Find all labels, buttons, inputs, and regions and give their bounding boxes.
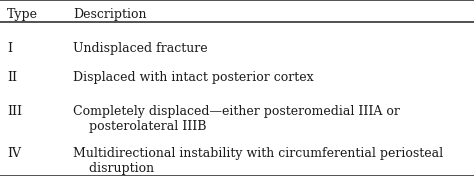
Text: I: I bbox=[7, 42, 12, 55]
Text: IV: IV bbox=[7, 147, 21, 160]
Text: Displaced with intact posterior cortex: Displaced with intact posterior cortex bbox=[73, 71, 314, 84]
Text: III: III bbox=[7, 105, 22, 118]
Text: Multidirectional instability with circumferential periosteal
    disruption: Multidirectional instability with circum… bbox=[73, 147, 444, 175]
Text: Completely displaced—either posteromedial IIIA or
    posterolateral IIIB: Completely displaced—either posteromedia… bbox=[73, 105, 401, 133]
Text: Undisplaced fracture: Undisplaced fracture bbox=[73, 42, 208, 55]
Text: Description: Description bbox=[73, 8, 147, 21]
Text: Type: Type bbox=[7, 8, 38, 21]
Text: II: II bbox=[7, 71, 17, 84]
